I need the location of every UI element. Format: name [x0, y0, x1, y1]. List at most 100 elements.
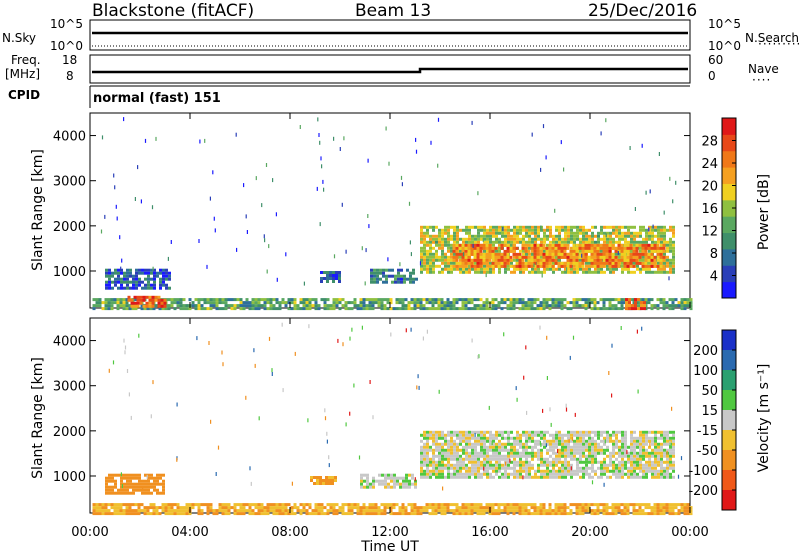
- data-cell: [501, 472, 504, 476]
- data-cell: [510, 445, 513, 449]
- data-cell: [287, 503, 291, 507]
- data-cell: [474, 225, 477, 229]
- data-cell: [578, 509, 582, 513]
- data-cell: [497, 255, 501, 259]
- data-cell: [630, 270, 633, 274]
- noise-speckle: [303, 281, 305, 286]
- data-cell: [600, 445, 603, 449]
- data-cell: [152, 509, 156, 513]
- data-cell: [462, 475, 465, 479]
- data-cell: [594, 234, 597, 238]
- data-cell: [500, 261, 504, 265]
- data-cell: [132, 491, 135, 495]
- data-cell: [609, 460, 612, 464]
- data-cell: [522, 445, 525, 449]
- data-cell: [317, 304, 321, 308]
- data-cell: [260, 512, 264, 516]
- data-cell: [620, 243, 624, 247]
- data-cell: [332, 503, 336, 507]
- data-cell: [492, 231, 495, 235]
- data-cell: [540, 448, 543, 452]
- data-cell: [385, 268, 388, 272]
- data-cell: [666, 442, 669, 446]
- data-cell: [498, 243, 501, 247]
- data-cell: [608, 512, 612, 516]
- data-cell: [662, 307, 666, 311]
- data-cell: [588, 448, 591, 452]
- data-cell: [585, 472, 588, 476]
- data-cell: [500, 264, 504, 268]
- data-cell: [432, 240, 435, 244]
- data-cell: [632, 246, 636, 250]
- data-cell: [126, 491, 129, 495]
- data-cell: [108, 473, 111, 477]
- data-cell: [452, 512, 456, 516]
- noise-speckle: [333, 254, 336, 259]
- data-cell: [347, 307, 351, 311]
- data-cell: [552, 270, 555, 274]
- scatter-region: [127, 295, 167, 308]
- data-cell: [432, 261, 435, 265]
- data-cell: [555, 451, 558, 455]
- data-cell: [269, 298, 273, 302]
- data-cell: [419, 298, 423, 302]
- data-cell: [680, 503, 684, 507]
- data-cell: [432, 258, 435, 262]
- data-cell: [533, 258, 537, 262]
- data-cell: [519, 466, 522, 470]
- data-cell: [471, 237, 474, 241]
- data-cell: [432, 228, 435, 232]
- data-cell: [458, 246, 462, 250]
- data-cell: [527, 298, 531, 302]
- data-cell: [582, 454, 585, 458]
- data-cell: [415, 277, 418, 281]
- data-cell: [657, 225, 660, 229]
- data-cell: [462, 472, 465, 476]
- noise-speckle: [245, 395, 247, 400]
- data-cell: [331, 482, 334, 485]
- data-cell: [431, 512, 435, 516]
- data-cell: [420, 252, 423, 256]
- data-cell: [215, 304, 219, 308]
- data-cell: [98, 503, 102, 507]
- data-cell: [555, 234, 558, 238]
- data-cell: [450, 249, 453, 253]
- data-cell: [593, 298, 597, 302]
- data-cell: [623, 261, 627, 265]
- data-cell: [552, 475, 555, 479]
- data-cell: [513, 231, 516, 235]
- data-cell: [485, 304, 489, 308]
- data-cell: [477, 442, 480, 446]
- data-cell: [573, 267, 576, 271]
- data-cell: [200, 503, 204, 507]
- data-cell: [467, 246, 471, 250]
- noise-speckle: [367, 158, 369, 163]
- data-cell: [606, 264, 609, 268]
- data-cell: [191, 304, 195, 308]
- data-cell: [585, 433, 588, 437]
- data-cell: [426, 264, 429, 268]
- data-cell: [459, 460, 462, 464]
- data-cell: [302, 298, 306, 302]
- data-cell: [497, 509, 501, 513]
- data-cell: [530, 301, 534, 305]
- data-cell: [148, 304, 152, 308]
- data-cell: [654, 469, 657, 473]
- data-cell: [576, 430, 579, 434]
- data-cell: [480, 442, 483, 446]
- data-cell: [111, 491, 114, 495]
- data-cell: [501, 240, 504, 244]
- data-cell: [471, 225, 474, 229]
- data-cell: [452, 264, 456, 268]
- data-cell: [474, 460, 477, 464]
- data-cell: [549, 472, 552, 476]
- data-cell: [545, 298, 549, 302]
- data-cell: [522, 240, 525, 244]
- data-cell: [633, 457, 636, 461]
- data-cell: [662, 503, 666, 507]
- data-cell: [144, 479, 147, 483]
- data-cell: [524, 249, 528, 253]
- data-cell: [488, 249, 492, 253]
